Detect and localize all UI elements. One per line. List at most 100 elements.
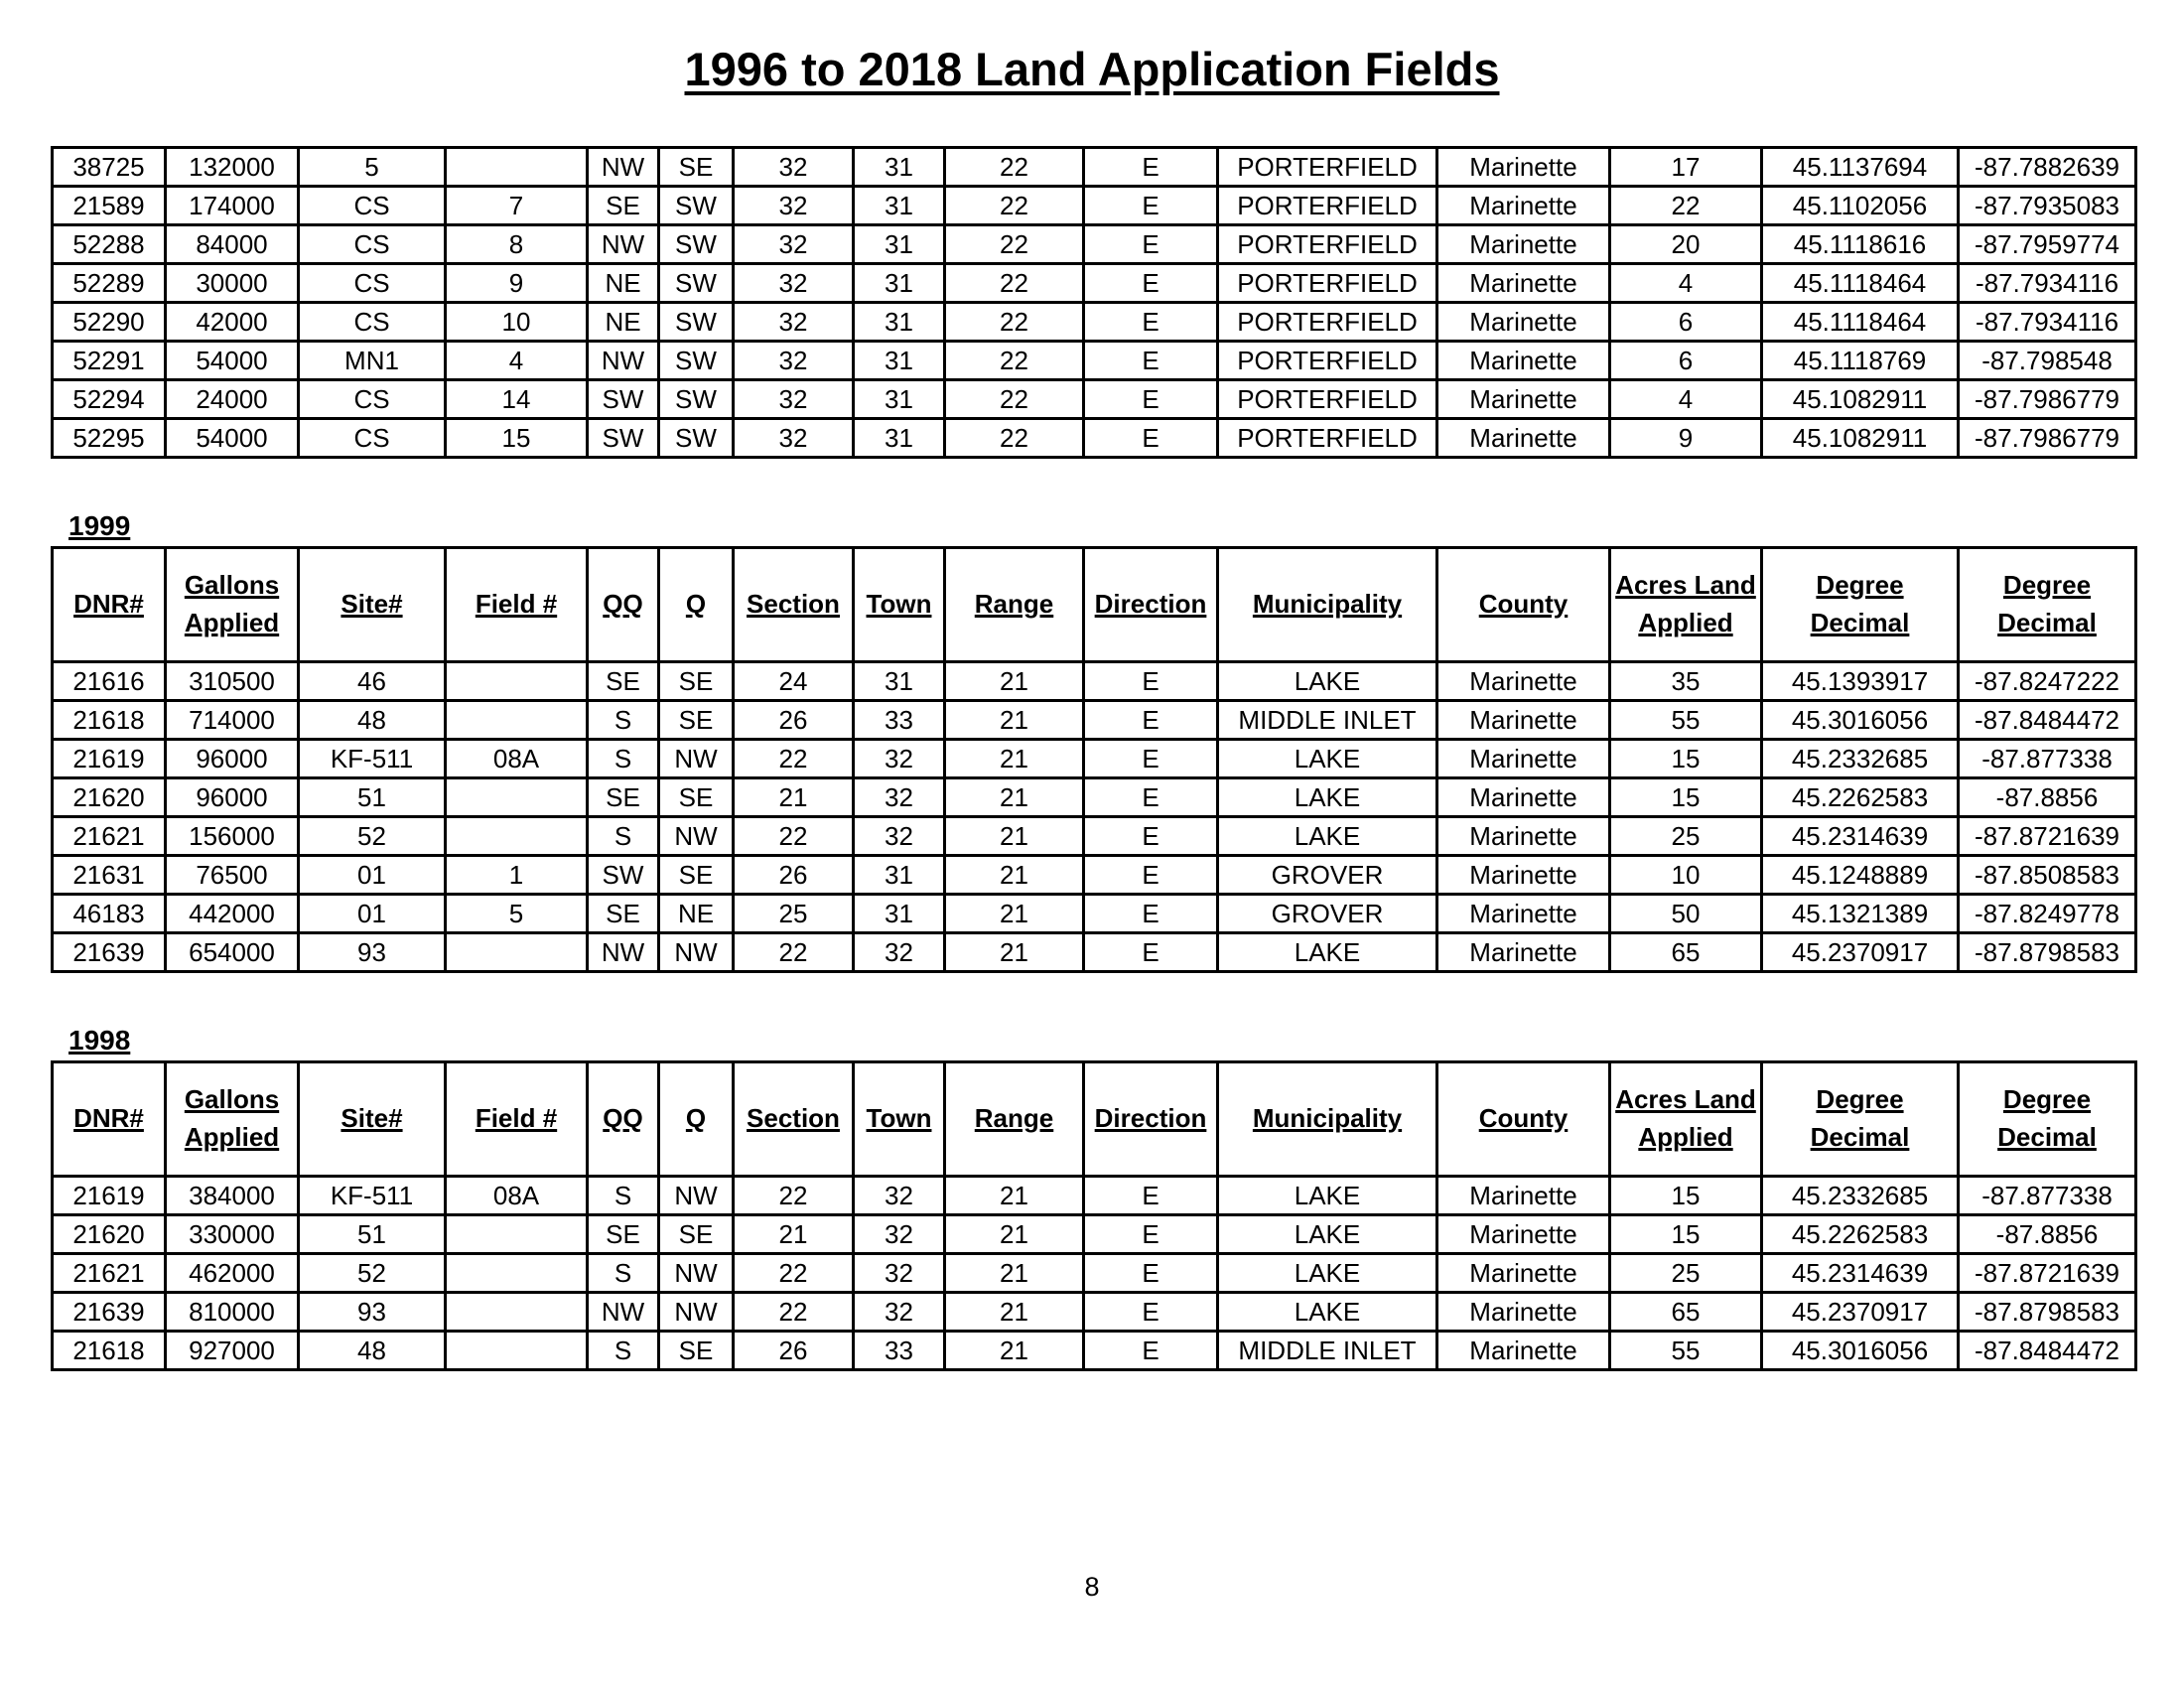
table-cell: LAKE [1216, 1291, 1438, 1333]
column-header: Degree Decimal [1957, 1060, 2137, 1178]
table-cell: NW [657, 1252, 735, 1294]
table-cell: 4 [1608, 378, 1763, 420]
table-cell [444, 776, 589, 818]
table-cell: SE [586, 660, 660, 702]
table-cell: 51 [297, 1213, 447, 1255]
table-cell: NE [586, 262, 660, 304]
table-cell: 9 [444, 262, 589, 304]
table-cell: 45.1393917 [1760, 660, 1960, 702]
table-cell: SE [657, 1330, 735, 1371]
table-cell: 21 [943, 893, 1085, 934]
table-cell: 45.1082911 [1760, 378, 1960, 420]
table-cell: 22 [943, 301, 1085, 343]
table-row: 21616 310500 46 SE SE 24 31 21 E LAKE Marinette 35 4… [51, 660, 2137, 702]
table-cell: -87.877338 [1957, 738, 2137, 779]
column-header: Section [732, 546, 855, 663]
table-cell: -87.7934116 [1957, 262, 2137, 304]
table-cell: S [586, 1175, 660, 1216]
table-cell: 51 [297, 776, 447, 818]
table-cell: PORTERFIELD [1216, 185, 1438, 226]
column-header: DNR# [51, 546, 167, 663]
table-cell: 32 [732, 378, 855, 420]
table-cell: 9 [1608, 417, 1763, 459]
table-cell: 21618 [51, 1330, 167, 1371]
table-cell: CS [297, 301, 447, 343]
table-cell: E [1082, 1291, 1219, 1333]
column-header: Direction [1082, 1060, 1219, 1178]
column-header: Acres Land Applied [1608, 546, 1763, 663]
table-cell: 10 [444, 301, 589, 343]
table-cell: E [1082, 660, 1219, 702]
table-cell: PORTERFIELD [1216, 378, 1438, 420]
table-cell: 31 [852, 301, 946, 343]
table-cell: MN1 [297, 340, 447, 381]
table-cell: -87.8508583 [1957, 854, 2137, 896]
column-header: Degree Decimal [1957, 546, 2137, 663]
table-cell: S [586, 815, 660, 857]
table-cell: 22 [732, 738, 855, 779]
table-cell: 35 [1608, 660, 1763, 702]
table-cell: 6 [1608, 301, 1763, 343]
table-cell: 132000 [164, 146, 300, 188]
table-cell: -87.8856 [1957, 776, 2137, 818]
table-cell: 45.3016056 [1760, 699, 1960, 741]
table-cell: 45.2332685 [1760, 1175, 1960, 1216]
table-cell: 76500 [164, 854, 300, 896]
table-cell: LAKE [1216, 660, 1438, 702]
table-cell: 654000 [164, 931, 300, 973]
table-cell: -87.798548 [1957, 340, 2137, 381]
table-cell: 21 [732, 1213, 855, 1255]
table-row: 21621 156000 52 S NW 22 32 21 E LAKE Marinette 25 45… [51, 815, 2137, 857]
table-cell: Marinette [1435, 378, 1611, 420]
table-cell: CS [297, 417, 447, 459]
column-header: Site# [297, 546, 447, 663]
column-header: Direction [1082, 546, 1219, 663]
table-cell: S [586, 1330, 660, 1371]
table-cell: 48 [297, 699, 447, 741]
table-cell: 15 [1608, 776, 1763, 818]
table-cell: 25 [1608, 815, 1763, 857]
table-cell: LAKE [1216, 931, 1438, 973]
table-cell: 22 [732, 1291, 855, 1333]
table-cell: 22 [943, 340, 1085, 381]
table-cell: 21 [943, 815, 1085, 857]
table-cell [444, 1252, 589, 1294]
table-cell: 52295 [51, 417, 167, 459]
table-cell: KF-511 [297, 738, 447, 779]
table-cell: E [1082, 1252, 1219, 1294]
table-cell: 4 [444, 340, 589, 381]
table-cell: 22 [732, 931, 855, 973]
table-cell: E [1082, 699, 1219, 741]
column-header: Municipality [1216, 1060, 1438, 1178]
table-cell: 21616 [51, 660, 167, 702]
column-header: Town [852, 1060, 946, 1178]
table-cell: 31 [852, 417, 946, 459]
table-cell: Marinette [1435, 185, 1611, 226]
table-cell: 22 [1608, 185, 1763, 226]
table-cell: 45.1118769 [1760, 340, 1960, 381]
table-cell: 45.1102056 [1760, 185, 1960, 226]
column-header: Municipality [1216, 546, 1438, 663]
column-header: Degree Decimal [1760, 1060, 1960, 1178]
table-cell: 8 [444, 223, 589, 265]
table-cell: E [1082, 185, 1219, 226]
table-cell: 01 [297, 893, 447, 934]
table-cell: 22 [732, 815, 855, 857]
table-row: 52294 24000 CS 14 SW SW 32 31 22 E PORTERFIELD Mari… [51, 378, 2137, 420]
table-cell: 21621 [51, 1252, 167, 1294]
document-content: 38725 132000 5 NW SE 32 31 22 E PORTERFIELD Marine… [51, 146, 2137, 1371]
table-cell: 21620 [51, 1213, 167, 1255]
table-cell: 32 [732, 185, 855, 226]
table-row: 21619 384000 KF-511 08A S NW 22 32 21 E LAKE Marine… [51, 1175, 2137, 1216]
table-cell: Marinette [1435, 815, 1611, 857]
table-cell: NW [586, 223, 660, 265]
table-cell: 21621 [51, 815, 167, 857]
column-header: Range [943, 1060, 1085, 1178]
table-cell: 52291 [51, 340, 167, 381]
table-cell: 1 [444, 854, 589, 896]
table-cell: 52 [297, 815, 447, 857]
table-cell: NW [657, 931, 735, 973]
land-application-table-1998: DNR# Gallons Applied Site# Field # QQ Q Sectio… [51, 1060, 2137, 1371]
header-row: DNR# Gallons Applied Site# Field # QQ Q Sectio… [51, 1060, 2137, 1178]
table-cell: -87.877338 [1957, 1175, 2137, 1216]
